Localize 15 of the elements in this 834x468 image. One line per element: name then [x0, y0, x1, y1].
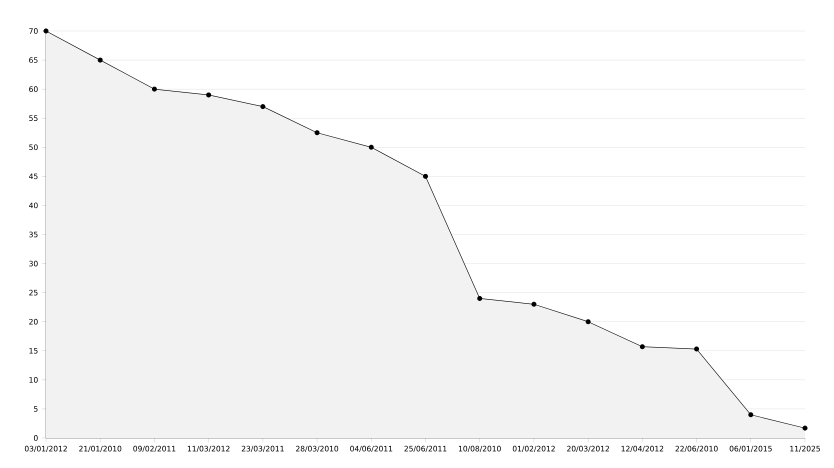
point — [98, 58, 103, 63]
point — [152, 86, 157, 92]
point — [694, 346, 700, 352]
point — [260, 104, 266, 110]
point — [206, 92, 212, 98]
point — [477, 296, 482, 301]
point — [314, 130, 320, 136]
point — [423, 174, 428, 179]
point — [748, 412, 754, 418]
point — [368, 144, 374, 150]
point — [640, 344, 645, 350]
point — [531, 302, 536, 307]
point — [802, 426, 808, 431]
point — [586, 319, 591, 324]
point — [44, 28, 48, 34]
